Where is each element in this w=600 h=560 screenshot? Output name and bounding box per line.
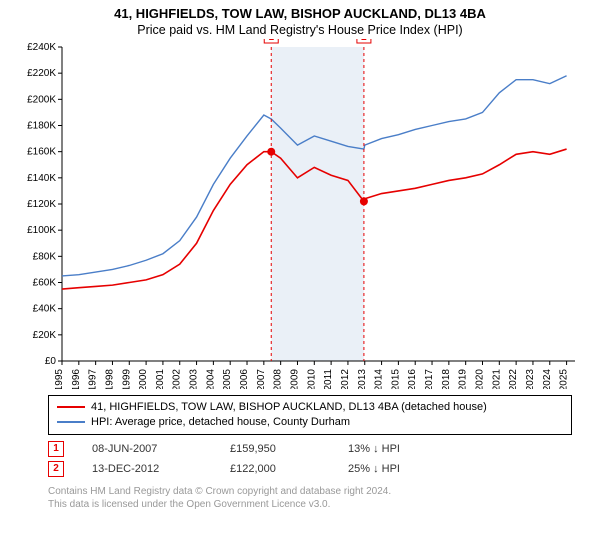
svg-text:2009: 2009 [289, 369, 300, 389]
sale-date: 08-JUN-2007 [92, 443, 202, 455]
sale-row: 1 08-JUN-2007 £159,950 13% ↓ HPI [48, 441, 572, 457]
svg-text:2006: 2006 [239, 369, 250, 389]
svg-text:2001: 2001 [155, 369, 166, 389]
sale-price: £159,950 [230, 443, 320, 455]
svg-text:2003: 2003 [189, 369, 200, 389]
svg-text:£20K: £20K [33, 330, 57, 341]
svg-text:£100K: £100K [27, 225, 56, 236]
footnote-line: Contains HM Land Registry data © Crown c… [48, 485, 572, 498]
svg-text:2004: 2004 [205, 369, 216, 389]
svg-text:£200K: £200K [27, 94, 56, 105]
sale-price: £122,000 [230, 463, 320, 475]
svg-text:2010: 2010 [306, 369, 317, 389]
svg-text:£0: £0 [45, 356, 57, 367]
svg-text:£160K: £160K [27, 147, 56, 158]
legend-swatch [57, 421, 85, 423]
svg-text:£120K: £120K [27, 199, 56, 210]
svg-text:2024: 2024 [542, 369, 553, 389]
sale-row: 2 13-DEC-2012 £122,000 25% ↓ HPI [48, 461, 572, 477]
svg-text:2007: 2007 [256, 369, 267, 389]
svg-text:2002: 2002 [172, 369, 183, 389]
sale-marker: 2 [48, 461, 64, 477]
sale-events: 1 08-JUN-2007 £159,950 13% ↓ HPI 2 13-DEC-201… [48, 441, 572, 477]
svg-text:2000: 2000 [138, 369, 149, 389]
svg-text:£240K: £240K [27, 42, 56, 53]
svg-text:2015: 2015 [390, 369, 401, 389]
svg-text:2020: 2020 [474, 369, 485, 389]
legend: 41, HIGHFIELDS, TOW LAW, BISHOP AUCKLAND… [48, 395, 572, 435]
svg-text:1: 1 [268, 39, 274, 43]
svg-text:2025: 2025 [559, 369, 570, 389]
svg-text:£60K: £60K [33, 278, 57, 289]
svg-text:£80K: £80K [33, 251, 57, 262]
svg-text:£220K: £220K [27, 68, 56, 79]
svg-text:1999: 1999 [121, 369, 132, 389]
svg-text:1997: 1997 [88, 369, 99, 389]
footnote: Contains HM Land Registry data © Crown c… [48, 485, 572, 511]
footnote-line: This data is licensed under the Open Gov… [48, 498, 572, 511]
sale-delta: 25% ↓ HPI [348, 463, 400, 475]
sale-date: 13-DEC-2012 [92, 463, 202, 475]
legend-label: HPI: Average price, detached house, Coun… [91, 415, 350, 430]
page-subtitle: Price paid vs. HM Land Registry's House … [8, 23, 592, 37]
svg-text:2013: 2013 [357, 369, 368, 389]
price-chart: £0 £20K £40K £60K £80K £100K £120K £140K £160K £1… [10, 39, 590, 389]
svg-text:2014: 2014 [374, 369, 385, 389]
svg-text:£40K: £40K [33, 304, 57, 315]
svg-text:2: 2 [361, 39, 367, 43]
svg-text:2019: 2019 [458, 369, 469, 389]
sale-marker: 1 [48, 441, 64, 457]
svg-text:2022: 2022 [508, 369, 519, 389]
legend-swatch [57, 406, 85, 408]
svg-text:£180K: £180K [27, 121, 56, 132]
svg-text:2017: 2017 [424, 369, 435, 389]
svg-text:2012: 2012 [340, 369, 351, 389]
sale-delta: 13% ↓ HPI [348, 443, 400, 455]
svg-text:2023: 2023 [525, 369, 536, 389]
page-title: 41, HIGHFIELDS, TOW LAW, BISHOP AUCKLAND… [8, 6, 592, 21]
svg-text:1995: 1995 [54, 369, 65, 389]
svg-text:2021: 2021 [491, 369, 502, 389]
legend-label: 41, HIGHFIELDS, TOW LAW, BISHOP AUCKLAND… [91, 400, 487, 415]
svg-text:2005: 2005 [222, 369, 233, 389]
svg-text:1996: 1996 [71, 369, 82, 389]
svg-text:2018: 2018 [441, 369, 452, 389]
marker-dot [360, 197, 368, 205]
legend-item: HPI: Average price, detached house, Coun… [57, 415, 563, 430]
svg-text:£140K: £140K [27, 173, 56, 184]
svg-text:2016: 2016 [407, 369, 418, 389]
svg-text:2008: 2008 [273, 369, 284, 389]
svg-text:2011: 2011 [323, 369, 334, 389]
marker-dot [267, 148, 275, 156]
svg-text:1998: 1998 [104, 369, 115, 389]
legend-item: 41, HIGHFIELDS, TOW LAW, BISHOP AUCKLAND… [57, 400, 563, 415]
